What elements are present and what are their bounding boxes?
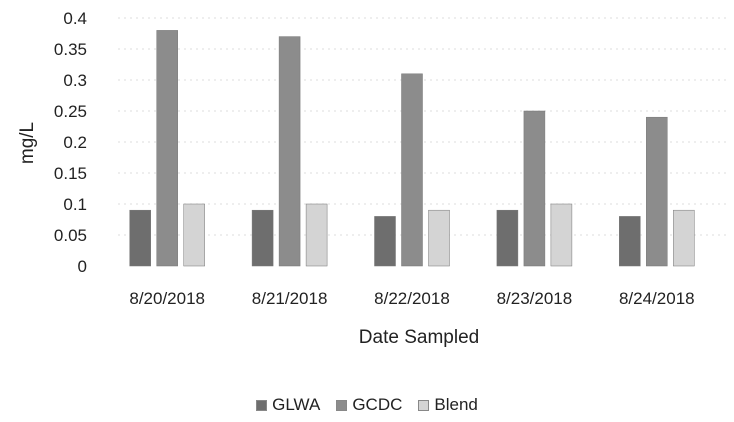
y-tick-label: 0.4 [63, 9, 87, 28]
bar-blend-0 [183, 203, 205, 267]
bar-chart: 00.050.10.150.20.250.30.350.4 8/20/2018 8… [17, 9, 730, 348]
bars [129, 30, 695, 267]
legend-label: GCDC [352, 395, 403, 414]
legend-label: GLWA [272, 395, 321, 414]
y-tick-label: 0.05 [54, 226, 87, 245]
bar-gcdc-4 [646, 116, 668, 267]
x-tick-label: 8/22/2018 [374, 289, 450, 308]
legend-label: Blend [434, 395, 478, 414]
y-tick-label: 0.35 [54, 40, 87, 59]
bar-glwa-4 [619, 216, 641, 267]
bar-glwa-1 [251, 209, 274, 267]
bar-gcdc-0 [156, 30, 178, 267]
x-axis-title: Date Sampled [359, 327, 479, 348]
bar-blend-2 [428, 209, 450, 267]
y-axis-ticks: 0 0.05 0.1 0.15 0.2 0.25 0.3 0.35 0.4 [54, 9, 87, 276]
x-tick-label: 8/20/2018 [129, 289, 205, 308]
bar-gcdc-1 [278, 36, 301, 267]
x-axis-ticks: 8/20/2018 8/21/2018 8/22/2018 8/23/2018 8/24… [129, 289, 694, 308]
x-tick-label: 8/23/2018 [497, 289, 573, 308]
legend-swatch [418, 399, 430, 411]
chart-legend: GLWA GCDC Blend [0, 395, 734, 415]
y-tick-label: 0.2 [63, 133, 87, 152]
bar-glwa-3 [496, 209, 519, 267]
x-tick-label: 8/21/2018 [252, 289, 328, 308]
y-tick-label: 0.15 [54, 164, 87, 183]
legend-swatch [256, 399, 268, 411]
gridlines [118, 17, 730, 236]
legend-item-glwa: GLWA [256, 395, 320, 415]
bar-gcdc-3 [523, 110, 546, 267]
legend-item-gcdc: GCDC [336, 395, 402, 415]
x-tick-label: 8/24/2018 [619, 289, 695, 308]
bar-gcdc-2 [401, 73, 423, 267]
bar-blend-3 [550, 203, 573, 267]
bar-glwa-2 [374, 216, 396, 267]
y-axis-title: mg/L [17, 122, 38, 164]
legend-item-blend: Blend [418, 395, 478, 415]
y-tick-label: 0 [78, 257, 87, 276]
y-tick-label: 0.3 [63, 71, 87, 90]
bar-glwa-0 [129, 209, 151, 267]
bar-blend-1 [305, 203, 328, 267]
y-tick-label: 0.25 [54, 102, 87, 121]
legend-swatch [336, 399, 348, 411]
y-tick-label: 0.1 [63, 195, 87, 214]
bar-blend-4 [673, 209, 695, 267]
